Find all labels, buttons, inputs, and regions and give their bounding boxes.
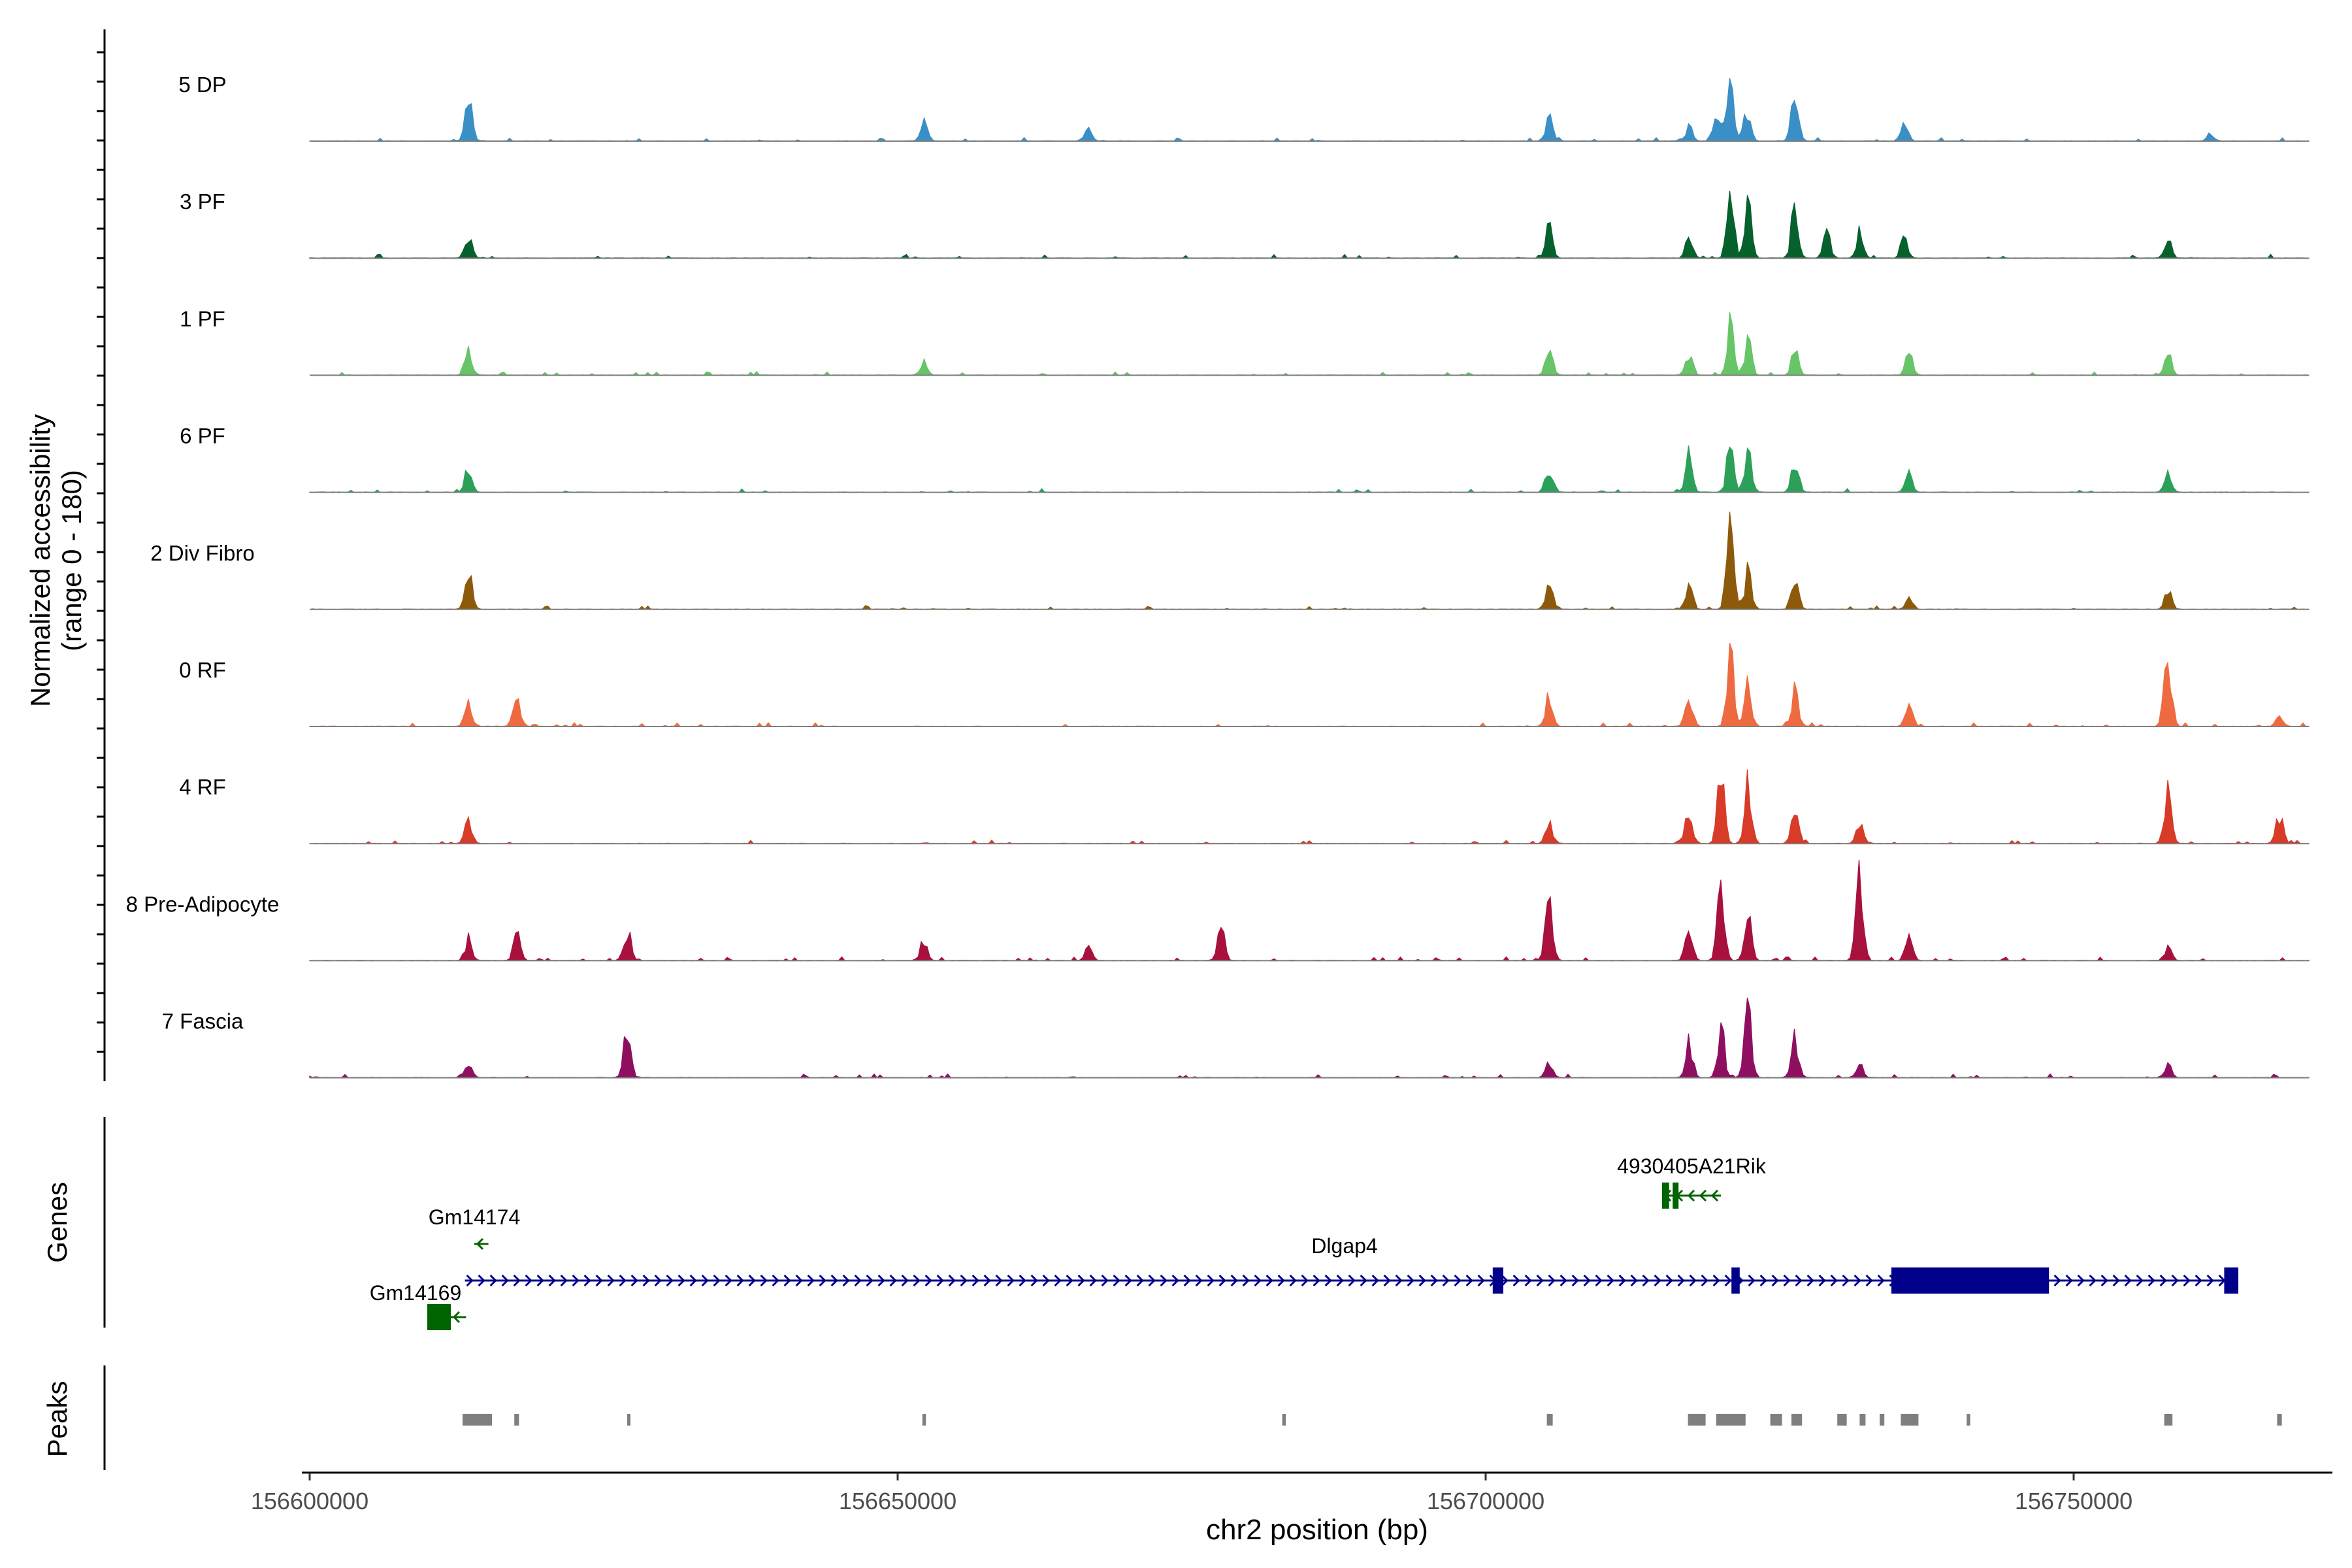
- coverage-area: [309, 445, 2310, 493]
- x-axis-label: chr2 position (bp): [1206, 1514, 1428, 1546]
- x-tick-label: 156700000: [1427, 1488, 1544, 1514]
- gene-name-label: Gm14174: [429, 1205, 521, 1229]
- coverage-y-ticks: [97, 51, 105, 1053]
- gene-model: Gm14169: [370, 1281, 466, 1330]
- coverage-area: [309, 859, 2310, 962]
- gene-strand-arrows: [476, 1237, 484, 1250]
- gene-name-label: Gm14169: [370, 1281, 462, 1305]
- gene-name-label: Dlgap4: [1311, 1234, 1377, 1258]
- peak-region: [1716, 1414, 1746, 1426]
- coverage-area: [309, 998, 2310, 1079]
- peak-region: [627, 1414, 630, 1426]
- track-label: 6 PF: [180, 424, 225, 448]
- peak-region: [922, 1414, 926, 1426]
- peak-region: [1770, 1414, 1782, 1426]
- peak-region: [1901, 1414, 1919, 1426]
- coverage-ylabel-line2: (range 0 - 180): [56, 470, 87, 651]
- peak-region: [2164, 1414, 2173, 1426]
- gene-name-label: 4930405A21Rik: [1617, 1154, 1767, 1178]
- coverage-track: 6 PF: [180, 424, 2310, 493]
- coverage-track: 5 DP: [178, 73, 2310, 142]
- peak-region: [1859, 1414, 1866, 1426]
- peak-region: [1791, 1414, 1803, 1426]
- track-label: 5 DP: [178, 73, 226, 97]
- peak-region: [463, 1414, 492, 1426]
- coverage-area: [309, 312, 2310, 376]
- peak-region: [514, 1414, 519, 1426]
- genes-track-label: Genes: [42, 1182, 73, 1263]
- coverage-track: 8 Pre-Adipocyte: [126, 859, 2310, 962]
- x-tick-label: 156600000: [251, 1488, 368, 1514]
- gene-model: Dlgap4: [465, 1234, 2238, 1294]
- peak-regions: [463, 1414, 2282, 1426]
- x-tick-label: 156650000: [839, 1488, 956, 1514]
- coverage-ylabel-line1: Normalized accessibility: [25, 414, 56, 707]
- gene-exon: [1662, 1183, 1669, 1209]
- coverage-tracks: 5 DP 3 PF 1 PF 6 PF 2 Div Fibro 0 RF 4 RF 8 Pre…: [126, 73, 2310, 1079]
- gene-model: Gm14174: [429, 1205, 521, 1250]
- gene-exon: [2224, 1267, 2238, 1294]
- coverage-panel: Normalized accessibility (range 0 - 180)…: [25, 29, 2310, 1081]
- coverage-area: [309, 512, 2310, 610]
- coverage-track: 4 RF: [179, 769, 2310, 845]
- peak-region: [1967, 1414, 1970, 1426]
- track-label: 4 RF: [179, 775, 226, 799]
- track-label: 3 PF: [180, 189, 225, 214]
- coverage-area: [309, 769, 2310, 844]
- track-label: 0 RF: [179, 658, 226, 682]
- x-axis: 156600000 156650000 156700000 156750000 chr…: [251, 1471, 2332, 1546]
- genes-panel: Genes Gm14174 4930405A21Rik Dlgap4 Gm14169: [42, 1117, 2238, 1330]
- gene-models: Gm14174 4930405A21Rik Dlgap4 Gm14169: [370, 1154, 2238, 1330]
- track-label: 1 PF: [180, 306, 225, 331]
- peak-region: [1546, 1414, 1553, 1426]
- coverage-track: 2 Div Fibro: [150, 512, 2310, 610]
- coverage-area: [309, 642, 2310, 727]
- peaks-panel: Peaks: [42, 1365, 2282, 1470]
- gene-exon: [1492, 1267, 1503, 1294]
- coverage-track: 3 PF: [180, 189, 2310, 259]
- track-label: 2 Div Fibro: [150, 541, 255, 565]
- peak-region: [1282, 1414, 1286, 1426]
- gene-exon: [1731, 1267, 1740, 1294]
- gene-model: 4930405A21Rik: [1617, 1154, 1767, 1209]
- peak-region: [1837, 1414, 1847, 1426]
- peak-region: [2277, 1414, 2282, 1426]
- track-label: 8 Pre-Adipocyte: [126, 892, 280, 916]
- coverage-track: 0 RF: [179, 642, 2310, 727]
- coverage-area: [309, 78, 2310, 142]
- coverage-area: [309, 191, 2310, 259]
- gene-exon: [427, 1304, 451, 1330]
- gene-exon: [1891, 1267, 2050, 1294]
- x-axis-ticks: 156600000 156650000 156700000 156750000: [251, 1473, 2132, 1514]
- peak-region: [1880, 1414, 1885, 1426]
- coverage-track: 7 Fascia: [162, 998, 2310, 1079]
- peaks-track-label: Peaks: [42, 1381, 73, 1458]
- coverage-track: 1 PF: [180, 306, 2310, 376]
- gene-exon: [1673, 1183, 1679, 1209]
- track-label: 7 Fascia: [162, 1009, 244, 1034]
- x-tick-label: 156750000: [2015, 1488, 2132, 1514]
- peak-region: [1688, 1414, 1706, 1426]
